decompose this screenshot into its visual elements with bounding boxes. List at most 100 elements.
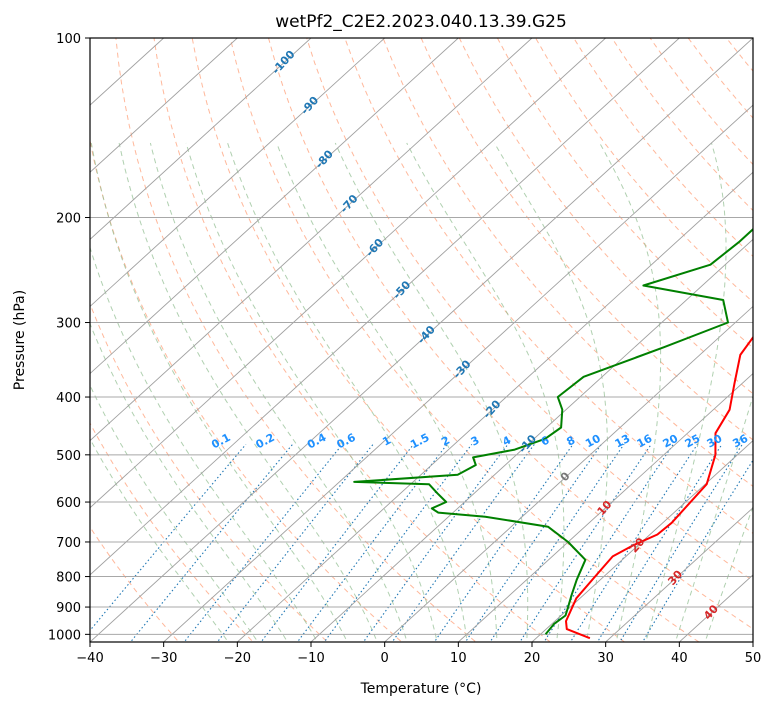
mixing-ratio-label: 25: [683, 432, 703, 451]
dry-adiabat: [496, 38, 753, 349]
x-tick-label: −30: [150, 651, 177, 666]
y-tick-label: 600: [56, 496, 81, 511]
pressure-gridlines: [90, 38, 753, 635]
isotherm-label: -100: [269, 48, 297, 77]
x-tick-label: 50: [745, 651, 762, 666]
dry-adiabat: [90, 526, 180, 642]
dry-adiabat: [687, 38, 753, 119]
dry-adiabat: [306, 38, 753, 582]
dry-adiabat: [90, 422, 254, 642]
mixing-ratio-lines: [90, 443, 753, 642]
moist-adiabat: [406, 142, 565, 642]
x-axis-label: Temperature (°C): [360, 681, 482, 697]
mixing-ratio-line: [391, 443, 535, 642]
y-tick-label: 700: [56, 536, 81, 551]
chart-title: wetPf2_C2E2.2023.040.13.39.G25: [275, 12, 567, 32]
dry-adiabat: [458, 38, 753, 395]
plot-frame: [89, 37, 754, 643]
x-tick-label: −40: [76, 651, 103, 666]
isotherm: [90, 38, 385, 308]
mixing-ratio-label: 16: [635, 432, 655, 451]
mixing-ratio-line: [641, 459, 753, 642]
mixing-ratio-line: [596, 443, 723, 642]
sounding-series: [353, 227, 753, 640]
mixing-ratio-label: 36: [731, 432, 751, 451]
dewpoint-line: [353, 227, 753, 635]
isotherm: [90, 38, 753, 642]
moist-adiabat: [90, 245, 319, 642]
isotherm: [310, 238, 753, 642]
isotherm: [237, 171, 753, 642]
mixing-ratio-label: 0.6: [335, 431, 359, 452]
y-tick-label: 1000: [48, 628, 81, 643]
dry-adiabat: [743, 11, 775, 647]
mixing-ratio-line: [260, 443, 414, 642]
x-tick-label: −20: [224, 651, 251, 666]
mixing-ratio-line: [464, 443, 602, 642]
mixing-ratio-label: 8: [564, 434, 577, 449]
y-tick-label: 200: [56, 212, 81, 227]
x-tick-label: 20: [524, 651, 541, 666]
mixing-ratio-line: [619, 443, 743, 642]
mixing-ratio-line: [296, 443, 448, 642]
dry-adiabat: [725, 38, 753, 72]
y-axis-label: Pressure (hPa): [12, 290, 28, 390]
line-labels: -100-90-80-70-60-50-40-30-20-10010203040…: [209, 48, 750, 623]
mixing-ratio-line: [519, 443, 652, 642]
y-tick-label: 100: [56, 32, 81, 47]
mixing-ratio-label: 1: [380, 434, 393, 449]
mixing-ratio-label: 1.5: [408, 431, 431, 452]
mixing-ratio-line: [129, 443, 294, 642]
isotherm: [90, 38, 312, 240]
dry-adiabat: [90, 137, 403, 642]
isotherm: [90, 38, 533, 442]
plot-area: -100-90-80-70-60-50-40-30-20-10010203040…: [90, 11, 775, 647]
isotherms: [90, 38, 753, 642]
isotherm: [752, 641, 753, 642]
isotherm: [90, 38, 238, 173]
isotherm: [90, 38, 606, 509]
mixing-ratio-label: 2: [439, 434, 452, 449]
y-tick-label: 900: [56, 601, 81, 616]
temperature-line: [565, 335, 753, 640]
x-axis-ticks: −40 −30 −20 −10 0 10 20 30 40 50: [76, 642, 761, 666]
isotherm: [605, 507, 753, 642]
moist-adiabat: [334, 142, 529, 642]
isotherm: [90, 38, 680, 576]
mixing-ratio-line: [489, 443, 625, 642]
moist-adiabat: [674, 394, 753, 642]
mixing-ratio-line: [183, 443, 343, 642]
isotherm: [384, 305, 753, 642]
moist-adiabat: [645, 142, 727, 642]
y-tick-label: 300: [56, 317, 81, 332]
mixing-ratio-label: 3: [469, 434, 482, 449]
dry-adiabat: [191, 38, 626, 642]
mixing-ratio-line: [362, 443, 509, 642]
y-axis-ticks: 100 200 300 400 500 600 700 800 900 1000: [48, 32, 90, 643]
x-tick-label: 40: [671, 651, 688, 666]
mixing-ratio-line: [216, 443, 374, 642]
moist-adiabat: [90, 437, 229, 642]
dry-adiabat: [90, 302, 329, 642]
dry-adiabat: [229, 38, 700, 642]
isotherm: [163, 104, 753, 642]
x-tick-label: 30: [597, 651, 614, 666]
x-tick-label: −10: [297, 651, 324, 666]
moist-adiabat: [493, 142, 608, 642]
dry-adiabat: [573, 38, 753, 257]
y-tick-label: 400: [56, 391, 81, 406]
x-tick-label: 10: [450, 651, 467, 666]
x-tick-label: 0: [381, 651, 389, 666]
dry-adiabat: [153, 38, 552, 642]
mixing-ratio-label: 0.4: [305, 431, 329, 452]
y-tick-label: 500: [56, 449, 81, 464]
moist-adiabat: [90, 142, 348, 642]
moist-adiabat: [185, 142, 438, 642]
mixing-ratio-label: 30: [705, 432, 725, 451]
mixing-ratio-line: [90, 443, 247, 632]
mixing-ratio-label: 13: [613, 432, 633, 451]
mixing-ratio-label: 20: [661, 432, 681, 451]
mixing-ratio-label: 10: [583, 432, 603, 451]
dry-adiabat: [115, 38, 477, 642]
